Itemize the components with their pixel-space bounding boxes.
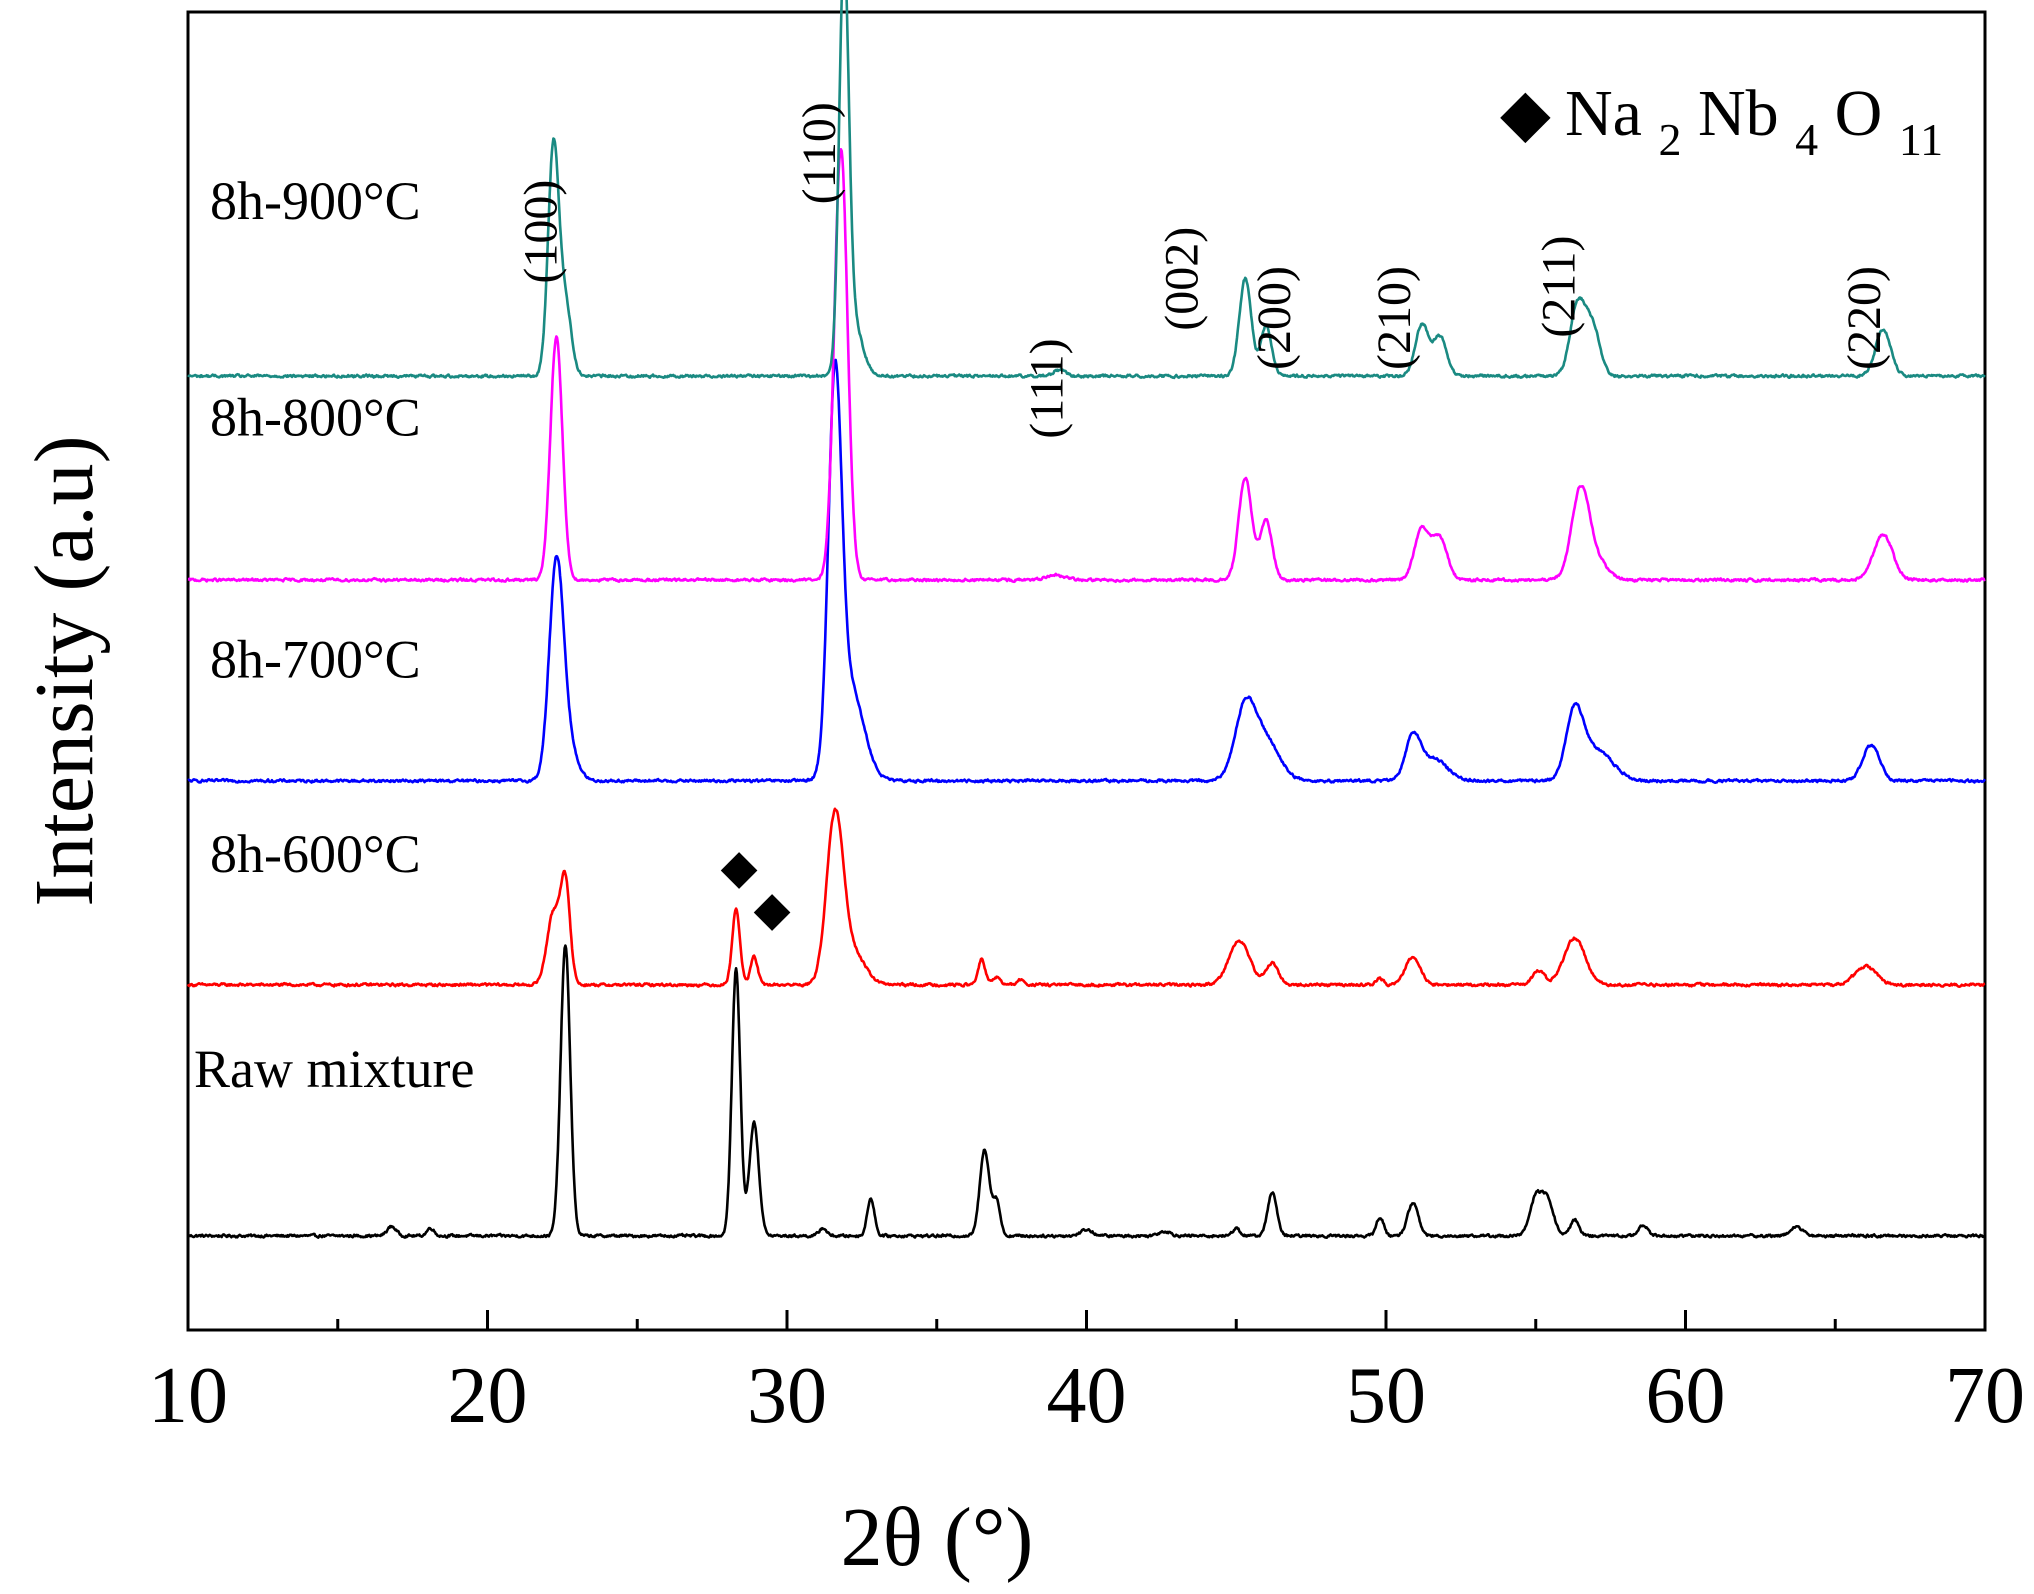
series-label: Raw mixture bbox=[194, 1039, 474, 1099]
x-tick-label: 30 bbox=[747, 1352, 827, 1440]
series-label: 8h-600°C bbox=[210, 824, 421, 884]
peak-label-layer: (100) (110) (111) (002) (200) (210) (211) (220) bbox=[514, 102, 1891, 439]
series-line bbox=[186, 944, 1986, 1239]
x-tick-label: 60 bbox=[1646, 1352, 1726, 1440]
legend-formula-part: Na bbox=[1565, 77, 1642, 150]
x-tick-label: 40 bbox=[1047, 1352, 1127, 1440]
x-axis-title: 2θ (°) bbox=[841, 1491, 1034, 1584]
x-axis: 10 20 30 40 50 60 70 bbox=[148, 1310, 2025, 1440]
legend-label: Na 2 Nb 4 O 11 bbox=[1565, 77, 1943, 170]
peak-label: (210) bbox=[1368, 266, 1421, 370]
peak-label: (111) bbox=[1021, 338, 1074, 438]
series-label: 8h-700°C bbox=[210, 629, 421, 689]
series-label: 8h-900°C bbox=[210, 171, 421, 231]
impurity-marker: ◆ bbox=[754, 883, 791, 936]
x-tick-label: 70 bbox=[1945, 1352, 2025, 1440]
legend-formula-part: 4 bbox=[1795, 114, 1818, 165]
legend-formula-part: 2 bbox=[1658, 114, 1681, 165]
x-tick-label: 50 bbox=[1346, 1352, 1426, 1440]
series-line bbox=[187, 0, 1986, 380]
series-line bbox=[187, 358, 1987, 785]
series-line bbox=[186, 807, 1986, 989]
x-tick-label: 10 bbox=[148, 1352, 228, 1440]
legend-formula-part: O bbox=[1835, 77, 1883, 150]
peak-label: (200) bbox=[1248, 266, 1301, 370]
peak-label: (110) bbox=[793, 102, 846, 204]
series-layer: Raw mixture 8h-600°C 8h-700°C 8h-800°C 8h-90… bbox=[186, 0, 1987, 1239]
series-label: 8h-800°C bbox=[210, 388, 421, 448]
y-axis-title: Intensity (a.u) bbox=[18, 435, 111, 906]
legend-marker: ◆ bbox=[1500, 77, 1551, 150]
annotation-layer: ◆◆ bbox=[721, 841, 791, 936]
impurity-marker: ◆ bbox=[721, 841, 758, 894]
series-line bbox=[187, 148, 1986, 584]
peak-label: (100) bbox=[514, 180, 567, 284]
x-tick-label: 20 bbox=[448, 1352, 528, 1440]
legend-formula-part: 11 bbox=[1899, 114, 1943, 165]
plot-frame bbox=[186, 10, 1987, 1332]
peak-label: (220) bbox=[1838, 266, 1891, 370]
legend-formula-part: Nb bbox=[1698, 77, 1779, 150]
peak-label: (211) bbox=[1533, 235, 1586, 337]
peak-label: (002) bbox=[1155, 227, 1208, 331]
legend: ◆ Na 2 Nb 4 O 11 bbox=[1500, 77, 1943, 170]
